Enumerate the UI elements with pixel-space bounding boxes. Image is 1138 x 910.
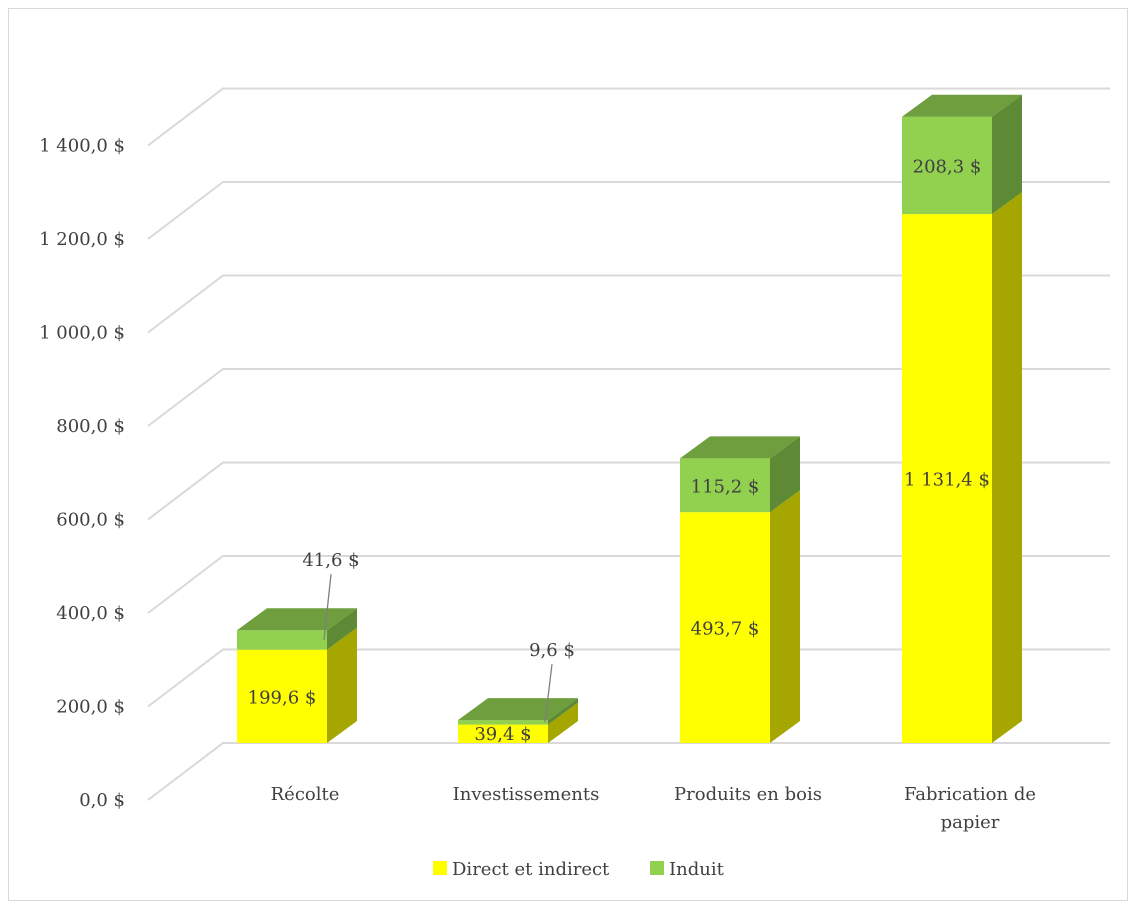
y-tick-label: 0,0 $ xyxy=(79,790,125,811)
bar-top xyxy=(680,436,800,459)
gridline xyxy=(147,461,1110,521)
bar-induit xyxy=(680,458,770,513)
bar-induit-side xyxy=(992,94,1022,215)
data-label-induit: 41,6 $ xyxy=(302,550,359,571)
y-tick-label: 1 200,0 $ xyxy=(39,229,125,250)
y-tick-label: 800,0 $ xyxy=(56,416,125,437)
y-tick-label: 600,0 $ xyxy=(56,510,125,531)
bar-direct-et-indirect xyxy=(237,649,327,743)
leader-line xyxy=(323,574,332,641)
gridline xyxy=(147,87,1110,147)
data-label-direct: 199,6 $ xyxy=(248,687,317,708)
leader-line xyxy=(544,664,553,723)
bar-direct-et-indirect xyxy=(680,512,770,743)
x-tick-label: Produits en bois xyxy=(674,784,822,805)
x-tick-label: Fabrication de xyxy=(904,784,1036,805)
legend-label-induit: Induit xyxy=(669,859,725,880)
y-tick-label: 1 400,0 $ xyxy=(39,136,125,157)
x-tick-label: Investissements xyxy=(453,784,600,805)
gridline xyxy=(147,742,1110,801)
gridline xyxy=(147,368,1110,427)
x-tick-label: Récolte xyxy=(271,784,340,805)
data-label-induit: 208,3 $ xyxy=(913,156,982,177)
data-label-direct: 1 131,4 $ xyxy=(904,470,990,491)
gridline xyxy=(147,274,1110,334)
y-tick-label: 1 000,0 $ xyxy=(39,323,125,344)
bar-induit-side xyxy=(548,698,578,725)
bar-direct-et-indirect-side xyxy=(992,192,1022,743)
legend-swatch-direct-et-indirect xyxy=(433,861,447,875)
legend-swatch-induit xyxy=(650,861,664,875)
y-tick-label: 200,0 $ xyxy=(56,697,125,718)
bar-direct-et-indirect-side xyxy=(548,702,578,743)
bar-direct-et-indirect-side xyxy=(327,627,357,743)
data-label-induit: 9,6 $ xyxy=(529,640,575,661)
y-tick-label: 400,0 $ xyxy=(56,603,125,624)
data-label-direct: 493,7 $ xyxy=(691,619,760,640)
bar-induit-side xyxy=(770,436,800,513)
data-label-induit: 115,2 $ xyxy=(691,476,760,497)
bar-direct-et-indirect xyxy=(902,214,992,743)
bar-induit xyxy=(458,720,548,725)
bar-top xyxy=(902,94,1022,117)
bar-induit-side xyxy=(327,608,357,650)
data-label-direct: 39,4 $ xyxy=(474,724,531,745)
bar-direct-et-indirect xyxy=(458,724,548,743)
gridline xyxy=(147,648,1110,708)
bar-induit xyxy=(902,116,992,215)
bar-direct-et-indirect-side xyxy=(770,490,800,743)
gridline xyxy=(147,181,1110,240)
bar-top xyxy=(458,698,578,721)
bar-induit xyxy=(237,630,327,650)
x-tick-label: papier xyxy=(941,812,1000,833)
legend-label-direct-et-indirect: Direct et indirect xyxy=(452,859,610,880)
gridline xyxy=(147,555,1110,614)
